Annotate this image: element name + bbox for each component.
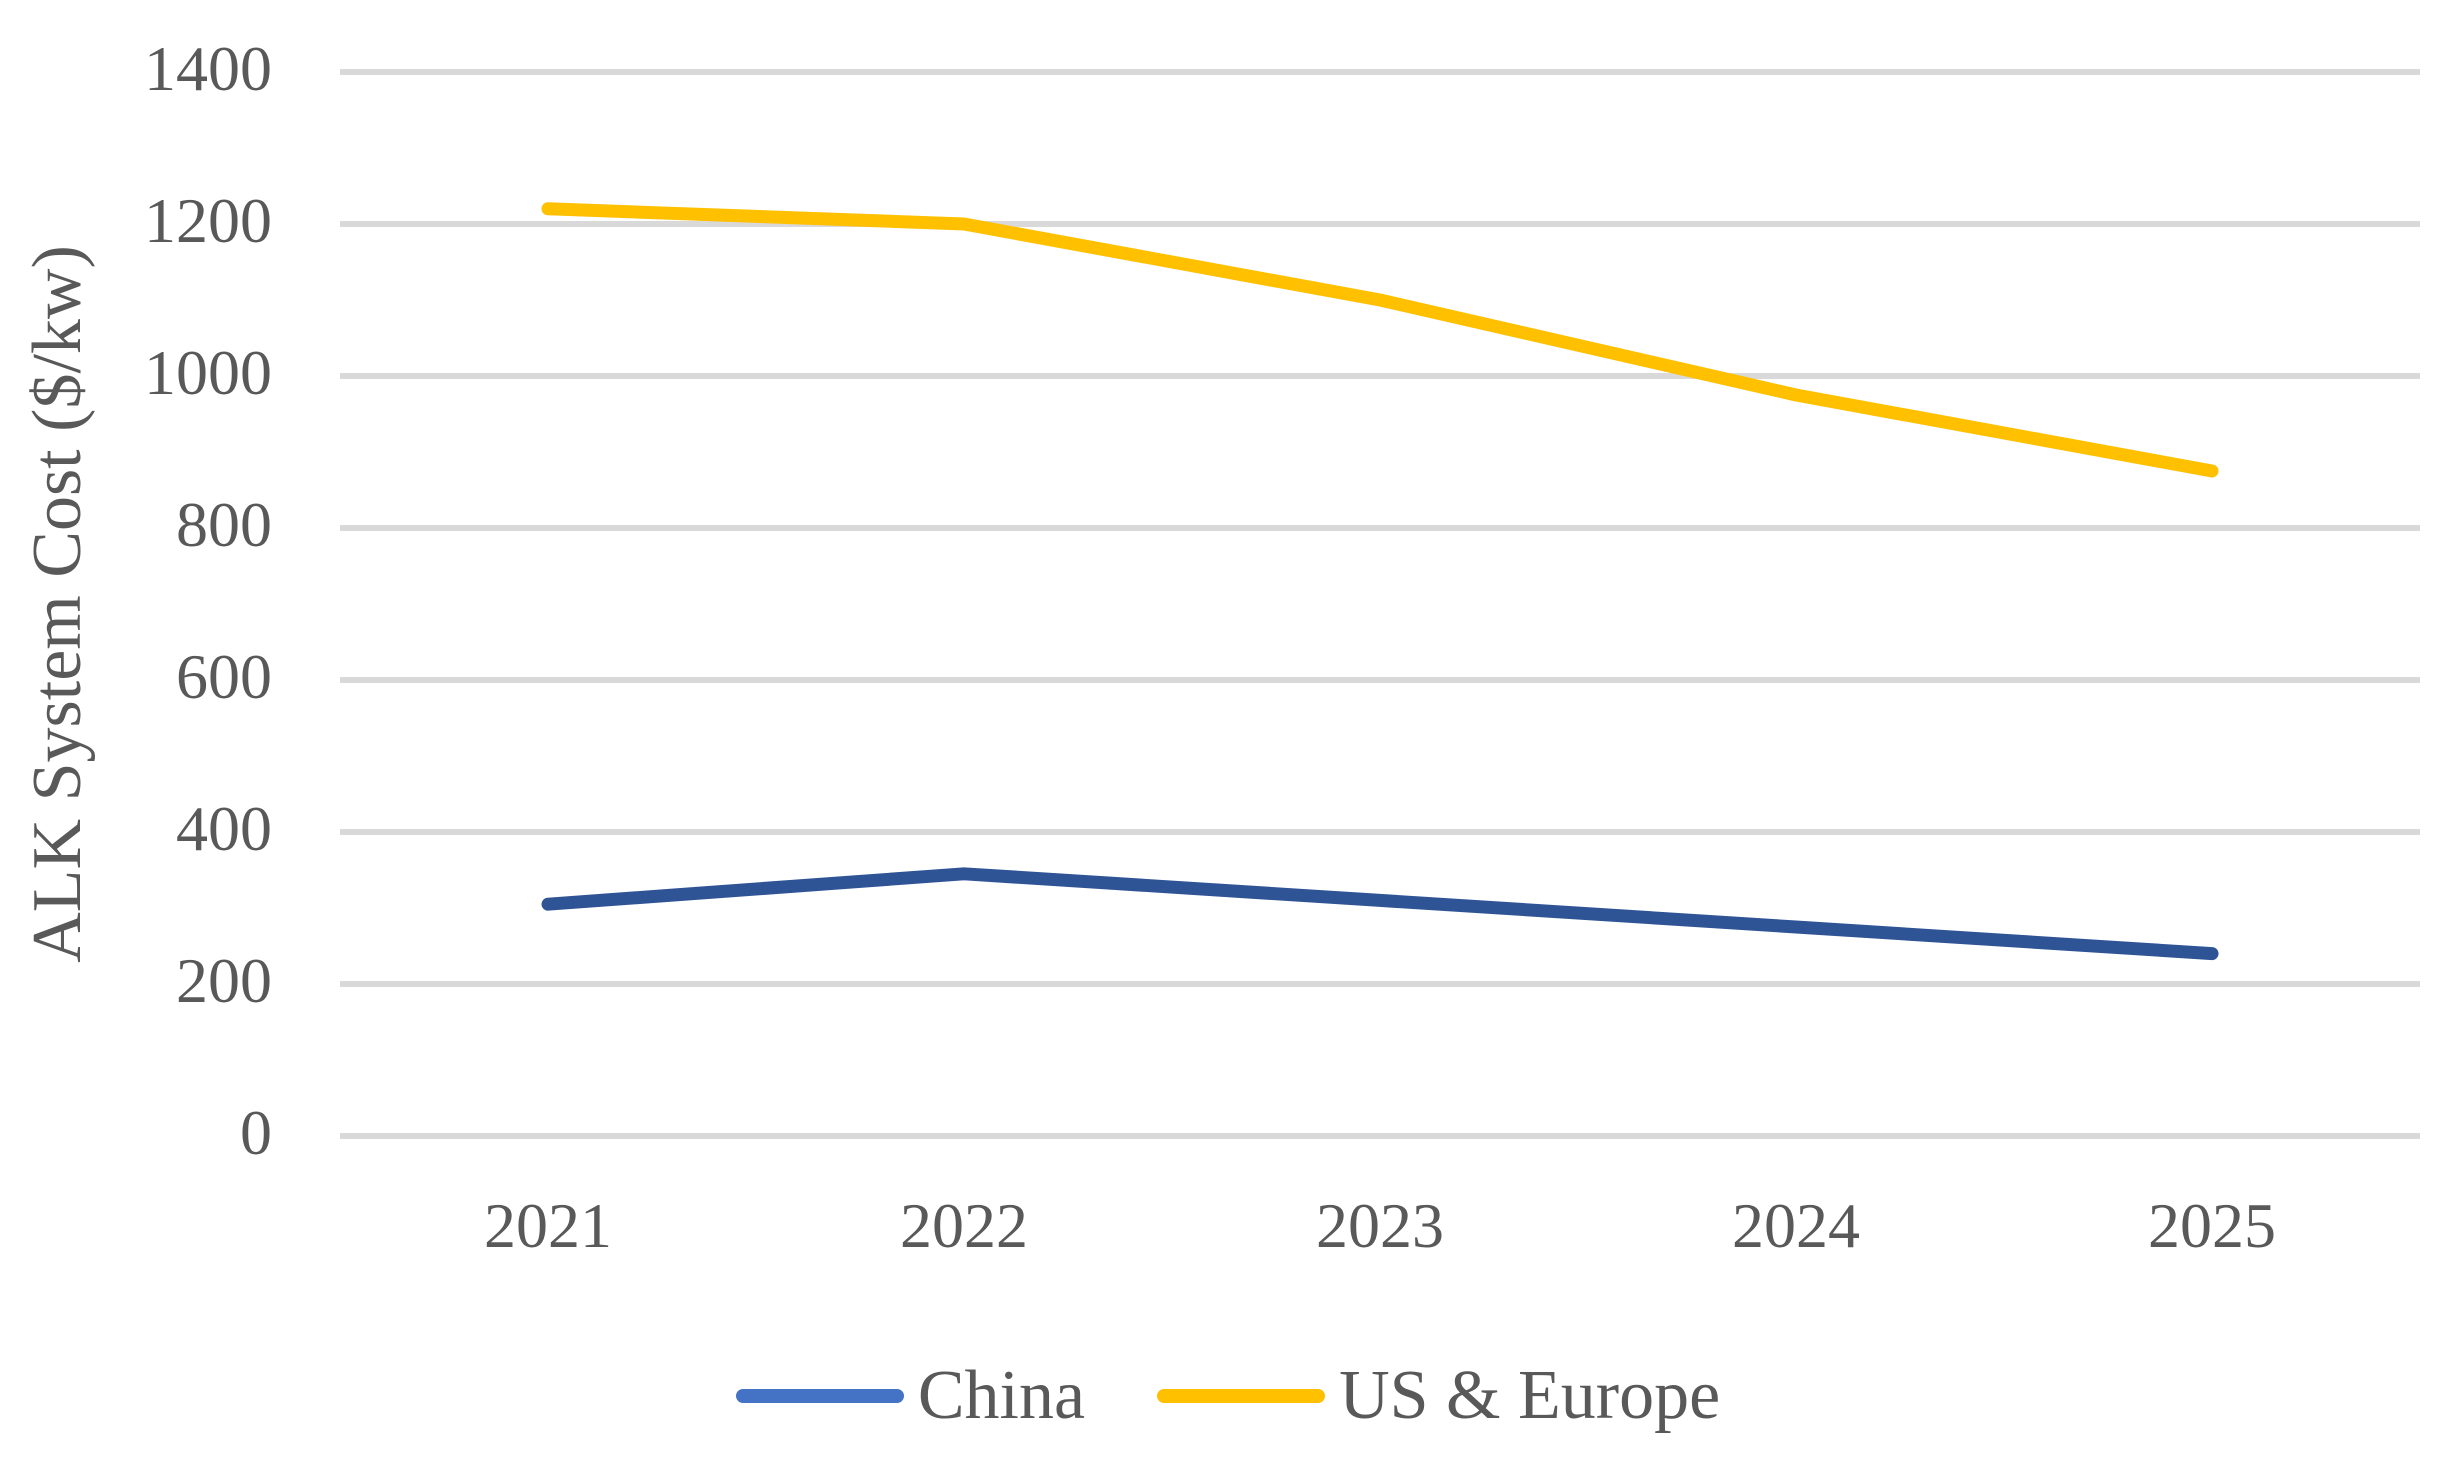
y-tick-label: 0 [240,1097,272,1169]
x-tick-label: 2021 [484,1190,612,1261]
legend-label-us-europe: US & Europe [1339,1357,1721,1434]
legend-label-china: China [917,1357,1086,1434]
x-tick-label: 2022 [900,1190,1028,1261]
gridlines [340,69,2420,1139]
series-lines [541,202,2219,961]
legend-item-china: China [735,1357,1086,1434]
china-line-swatch [735,1389,904,1403]
y-tick-label: 1000 [144,337,272,409]
legend: China US & Europe [0,1351,2456,1441]
x-tick-label: 2024 [1732,1190,1860,1261]
x-tick-label: 2023 [1316,1190,1444,1261]
us-europe-line-swatch [1157,1389,1326,1403]
x-tick-label: 2025 [2148,1190,2276,1261]
y-tick-label: 1400 [144,33,272,105]
y-tick-label: 400 [176,793,272,865]
series-line-china [541,867,2219,961]
legend-item-us-europe: US & Europe [1157,1361,1720,1431]
y-tick-label: 1200 [144,185,272,257]
y-tick-label: 600 [176,641,272,713]
y-tick-label: 200 [176,945,272,1017]
series-line-us-europe [541,202,2219,478]
y-axis-title: ALK System Cost ($/kw) [19,245,96,963]
y-tick-label: 800 [176,489,272,561]
